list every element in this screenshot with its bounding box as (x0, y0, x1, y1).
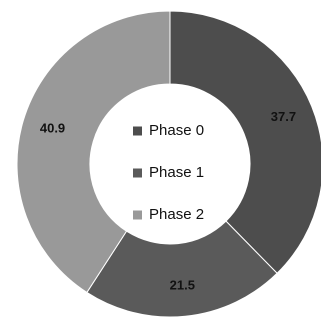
legend-label-phase-2: Phase 2 (149, 206, 204, 223)
data-labels-group: 37.7 21.5 40.9 (40, 109, 296, 292)
data-label-phase-2: 40.9 (40, 121, 65, 136)
legend: Phase 0 Phase 1 Phase 2 (133, 122, 204, 223)
slice-phase-1 (86, 220, 278, 318)
data-label-phase-1: 21.5 (170, 277, 195, 292)
data-label-phase-0: 37.7 (271, 109, 296, 124)
slices-group (16, 10, 321, 318)
legend-label-phase-0: Phase 0 (149, 122, 204, 139)
legend-swatch-phase-1 (133, 168, 142, 178)
slice-phase-2 (16, 10, 171, 294)
legend-swatch-phase-2 (133, 210, 142, 220)
legend-label-phase-1: Phase 1 (149, 164, 204, 181)
slice-phase-0 (169, 10, 321, 274)
legend-swatch-phase-0 (133, 126, 142, 136)
